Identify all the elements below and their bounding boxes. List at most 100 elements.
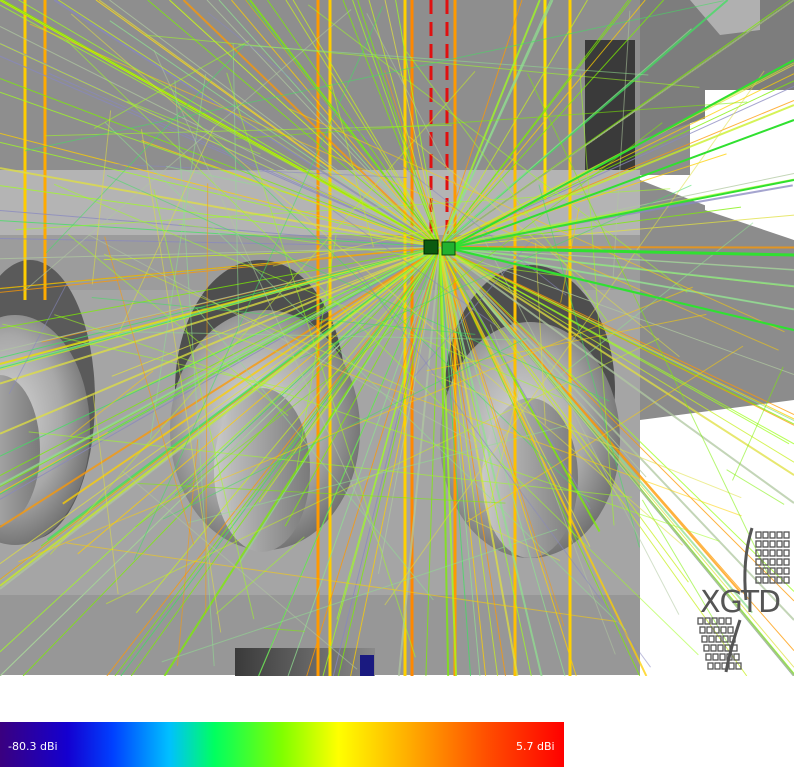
ray-path (292, 0, 441, 248)
ray-path (117, 126, 215, 336)
ray-path (161, 528, 558, 663)
ray-path (263, 627, 305, 632)
color-scale-bar (0, 722, 564, 767)
ray-path (439, 246, 458, 676)
ray-path (24, 0, 724, 152)
ray-path (0, 246, 441, 653)
ray-path (215, 536, 305, 615)
ray-path (439, 246, 794, 602)
ray-path (28, 431, 632, 498)
ray-path (384, 0, 441, 248)
ray-path (439, 246, 794, 504)
ray-path (0, 0, 441, 248)
ray-path (178, 223, 578, 279)
ray-path (23, 9, 352, 292)
ray-path (447, 247, 794, 331)
ray-path (45, 124, 452, 137)
ray-path (447, 119, 794, 249)
ray-path (258, 246, 441, 676)
ray-path (66, 542, 617, 623)
ray-path (439, 246, 577, 676)
ray-path (172, 98, 591, 503)
ray-path (330, 83, 374, 248)
ray-path (439, 0, 794, 248)
ray-path (113, 163, 407, 179)
ray-path (320, 363, 742, 517)
ray-path (239, 246, 441, 563)
ray-path (174, 80, 215, 667)
ray-path (332, 209, 522, 344)
ray-path (447, 59, 794, 249)
ray-path (267, 0, 441, 248)
ray-path (0, 43, 441, 248)
ray-path (53, 0, 441, 248)
receiver-marker-icon[interactable] (441, 241, 456, 256)
ray-trace-scene (0, 0, 794, 676)
ray-path (306, 246, 441, 676)
ray-path (439, 0, 541, 248)
ray-path (439, 0, 630, 248)
ray-path (174, 246, 441, 496)
ray-path (447, 179, 794, 249)
ray-path (104, 236, 195, 545)
ray-path (22, 246, 441, 676)
ray-path (15, 188, 671, 231)
ray-path (93, 40, 250, 129)
ray-path (211, 329, 296, 359)
ray-path (439, 246, 689, 583)
ray-path (439, 246, 472, 676)
ray-path (439, 246, 794, 621)
ray-path (439, 246, 499, 676)
ray-path (141, 140, 441, 248)
ray-path (307, 4, 688, 293)
blue-block (360, 655, 374, 676)
ray-path (439, 246, 794, 445)
ray-path (439, 246, 566, 676)
ray-path (153, 49, 384, 553)
ray-path (0, 246, 441, 260)
ray-path (0, 246, 441, 369)
ray-path (0, 246, 441, 587)
ray-path (489, 324, 616, 655)
ray-path (439, 246, 487, 676)
3d-viewport[interactable]: XGTD (0, 0, 794, 676)
ray-path (407, 135, 680, 358)
ray-path (439, 246, 794, 420)
ray-path (91, 330, 527, 341)
ray-path (0, 246, 441, 528)
ray-path (439, 153, 727, 248)
ray-path (65, 39, 699, 656)
ray-path (48, 72, 441, 248)
ray-path (70, 13, 683, 546)
top-cylinder (690, 0, 760, 35)
ray-path (405, 51, 608, 322)
ray-path (153, 189, 255, 620)
ray-path (527, 73, 771, 578)
ray-path (426, 313, 707, 372)
ray-path (149, 74, 207, 439)
ray-path (0, 246, 441, 676)
ray-path (140, 129, 222, 633)
transmitter-marker-icon[interactable] (423, 239, 439, 255)
ray-path (467, 517, 561, 562)
ray-path (439, 246, 519, 676)
ray-path (439, 246, 794, 651)
ray-path (732, 366, 784, 481)
ray-path (196, 307, 434, 601)
ray-path (250, 0, 441, 248)
ray-path (103, 253, 416, 393)
ray-path (726, 469, 785, 505)
ray-path (439, 246, 794, 249)
ray-path (439, 0, 523, 248)
ray-path (439, 0, 588, 248)
ray-path (439, 246, 601, 533)
ray-path (0, 246, 441, 385)
ray-path (0, 246, 441, 565)
ray-path (287, 246, 441, 676)
ray-path (439, 246, 450, 676)
ray-path (337, 246, 441, 676)
ray-path (295, 234, 337, 471)
ray-path (137, 482, 506, 504)
ray-path (92, 395, 119, 594)
ray-path (439, 246, 794, 476)
